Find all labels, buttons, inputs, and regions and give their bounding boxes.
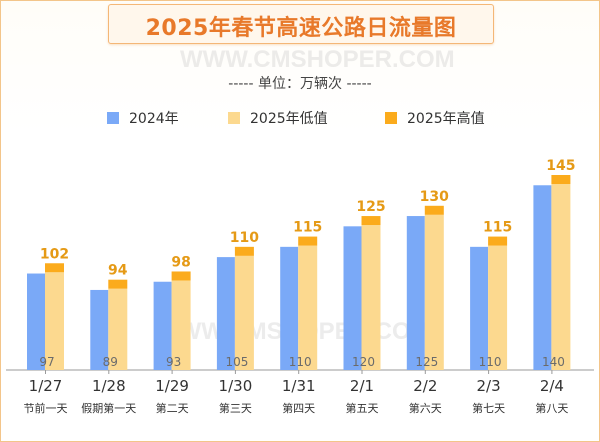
legend: 2024年 2025年低值 2025年高值 <box>0 108 600 128</box>
bar-2024 <box>90 289 109 370</box>
bar-2024 <box>153 281 172 370</box>
value-label-2025-high: 102 <box>40 246 69 262</box>
legend-swatch-2025-low <box>228 112 240 124</box>
x-tick-label: 2/3 <box>477 377 501 395</box>
legend-item-2025-low: 2025年低值 <box>228 108 328 128</box>
bar-2024 <box>280 246 299 370</box>
bar-2025-low <box>361 225 381 370</box>
value-label-2024: 93 <box>166 355 181 369</box>
bar-2024 <box>27 273 45 370</box>
bar-2025-high <box>45 263 64 273</box>
value-label-2025-high: 110 <box>230 230 259 246</box>
legend-item-2024: 2024年 <box>107 108 179 128</box>
chart-title: 2025年春节高速公路日流量图 <box>145 16 457 41</box>
x-sublabel: 第八天 <box>535 401 568 415</box>
bar-2025-high <box>551 175 571 184</box>
x-tick-label: 1/28 <box>92 377 126 395</box>
bar-2025-high <box>171 271 191 281</box>
bar-2025-high <box>108 279 128 289</box>
bar-2025-high <box>488 236 508 246</box>
bar-2025-high <box>361 216 381 226</box>
legend-swatch-2024 <box>107 112 119 124</box>
value-label-2025-high: 115 <box>483 220 512 236</box>
value-label-2024: 110 <box>479 355 502 369</box>
bar-2025-high <box>234 246 254 256</box>
bar-2025-low <box>298 245 318 370</box>
x-tick-label: 1/30 <box>219 377 253 395</box>
x-tick-label: 2/1 <box>350 377 374 395</box>
bar-2025-low <box>424 214 444 370</box>
bar-2025-low <box>488 245 508 370</box>
value-label-2024: 105 <box>225 355 248 369</box>
x-sublabel: 第七天 <box>472 401 505 415</box>
bar-2024 <box>216 257 235 370</box>
value-label-2024: 110 <box>289 355 312 369</box>
value-label-2025-high: 125 <box>356 199 385 215</box>
value-label-2025-high: 145 <box>546 158 575 174</box>
bar-2024 <box>406 216 425 370</box>
x-sublabel: 节前一天 <box>24 401 68 415</box>
value-label-2024: 140 <box>542 355 565 369</box>
x-tick-label: 1/29 <box>155 377 189 395</box>
bar-2025-low <box>171 280 191 370</box>
bar-2025-low <box>45 272 64 370</box>
bar-2025-high <box>424 205 444 215</box>
legend-item-2025-high: 2025年高值 <box>385 108 485 128</box>
x-tick-label: 1/27 <box>29 377 63 395</box>
x-sublabel: 第二天 <box>156 401 189 415</box>
x-sublabel: 第六天 <box>409 401 442 415</box>
legend-label-2025-high: 2025年高值 <box>407 111 485 127</box>
bar-2024 <box>470 246 489 370</box>
x-sublabel: 第五天 <box>346 401 379 415</box>
value-label-2025-high: 94 <box>108 263 128 279</box>
value-label-2024: 120 <box>352 355 375 369</box>
value-label-2024: 97 <box>39 355 54 369</box>
value-label-2024: 89 <box>103 355 118 369</box>
bar-2025-high <box>298 236 318 246</box>
x-tick-label: 2/4 <box>540 377 564 395</box>
bar-2025-low <box>108 288 128 370</box>
x-sublabel: 假期第一天 <box>81 401 136 415</box>
x-sublabel: 第四天 <box>282 401 315 415</box>
legend-label-2024: 2024年 <box>129 111 179 127</box>
bar-2025-low <box>551 184 571 370</box>
bar-2025-low <box>234 255 254 370</box>
x-sublabel: 第三天 <box>219 401 252 415</box>
bar-2024 <box>343 226 362 370</box>
title-box: 2025年春节高速公路日流量图 <box>108 4 494 44</box>
bar-2024 <box>533 185 552 370</box>
x-tick-label: 1/31 <box>282 377 316 395</box>
legend-swatch-2025-high <box>385 112 397 124</box>
legend-label-2025-low: 2025年低值 <box>250 111 328 127</box>
value-label-2025-high: 115 <box>293 220 322 236</box>
value-label-2025-high: 98 <box>171 254 190 270</box>
x-tick-label: 2/2 <box>413 377 437 395</box>
value-label-2025-high: 130 <box>420 189 449 205</box>
unit-label: ----- 单位：万辆次 ----- <box>228 76 372 92</box>
value-label-2024: 125 <box>415 355 438 369</box>
